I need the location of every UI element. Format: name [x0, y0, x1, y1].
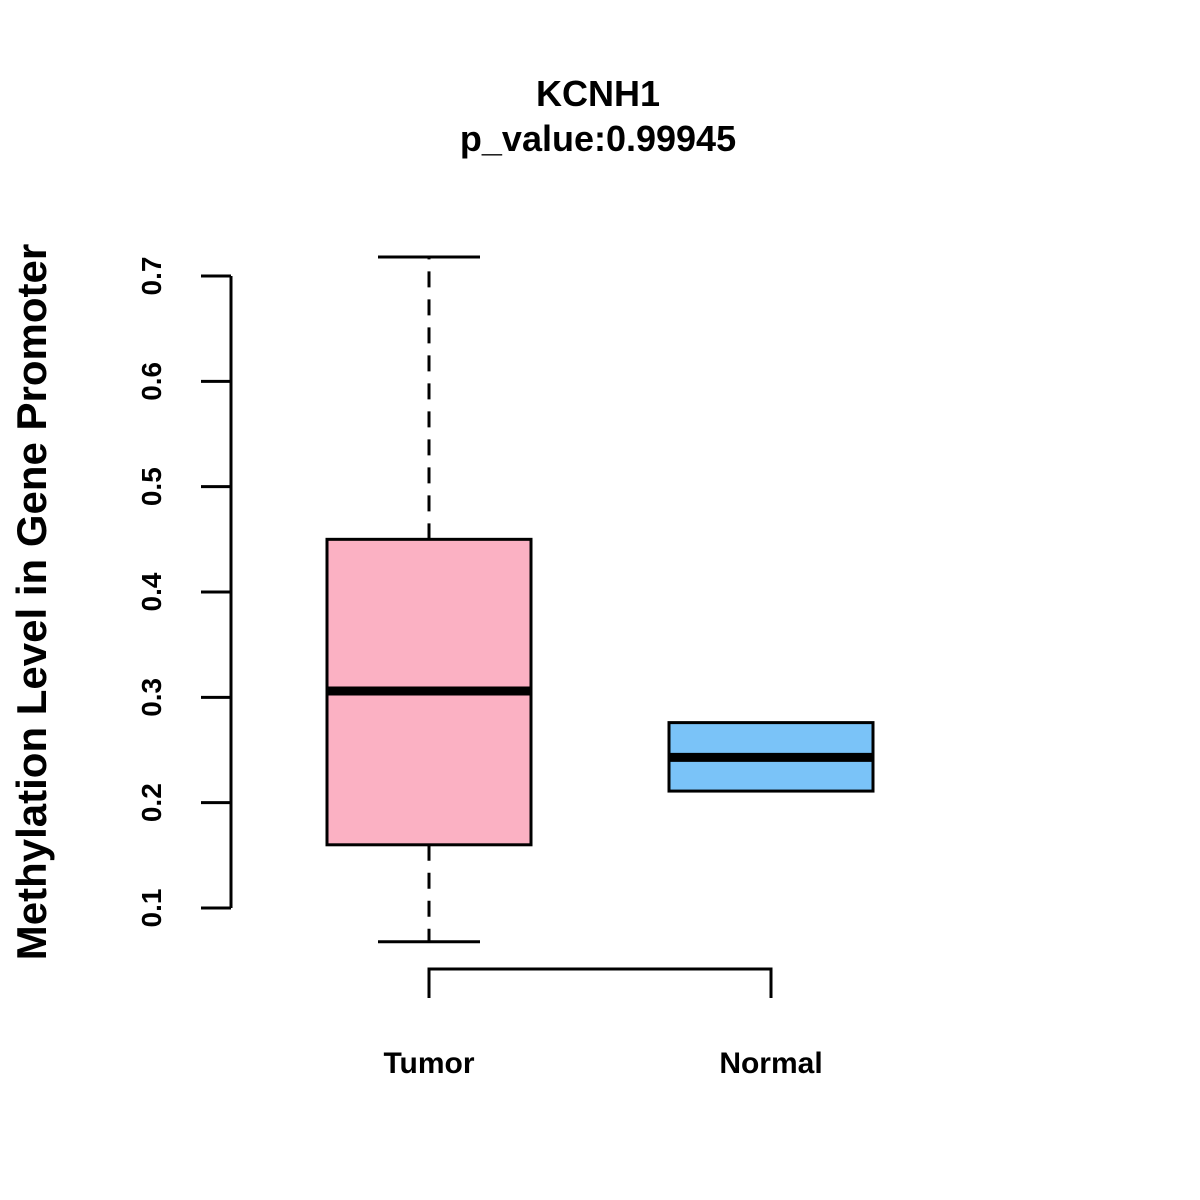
y-tick-label: 0.7	[136, 257, 167, 296]
y-tick-label: 0.2	[136, 783, 167, 822]
significance-bracket	[427, 967, 773, 998]
y-axis: 0.1 0.2 0.3 0.4 0.5 0.6 0.7	[136, 257, 233, 928]
x-category-label: Normal	[719, 1047, 822, 1080]
y-tick-label: 0.1	[136, 889, 167, 928]
y-tick-label: 0.3	[136, 678, 167, 717]
box-tumor	[325, 255, 533, 944]
bracket-line	[427, 967, 773, 998]
box-group	[325, 255, 875, 944]
y-tick-label: 0.4	[136, 572, 167, 611]
y-axis-title: Methylation Level in Gene Promoter	[8, 244, 55, 960]
chart-subtitle: p_value:0.99945	[460, 118, 736, 159]
x-axis-categories: Tumor Normal	[383, 1047, 822, 1080]
box-normal	[667, 721, 875, 793]
chart-title: KCNH1	[536, 73, 660, 114]
y-tick-label: 0.5	[136, 467, 167, 506]
x-category-label: Tumor	[383, 1047, 474, 1080]
y-tick-label: 0.6	[136, 362, 167, 401]
